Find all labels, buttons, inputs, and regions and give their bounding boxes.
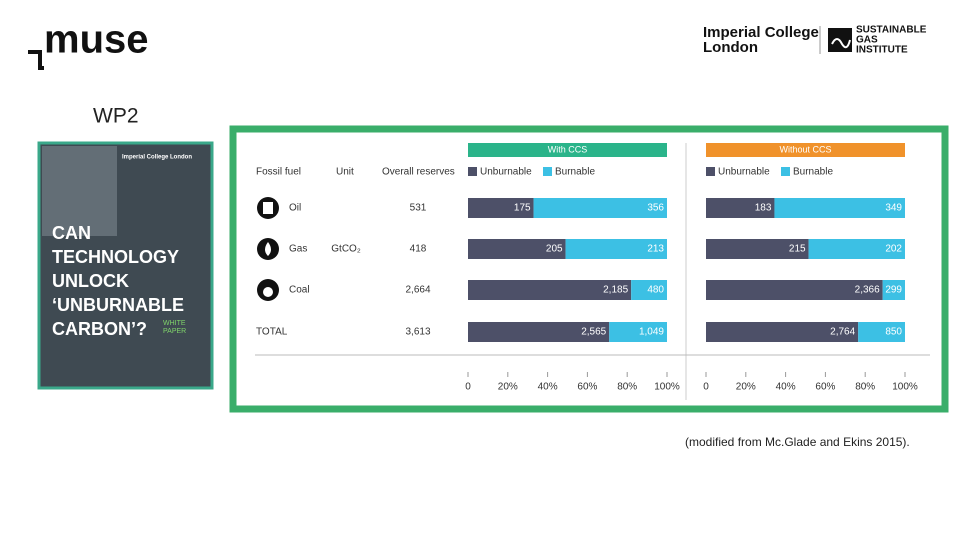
data-label: 213: [647, 244, 664, 255]
bar-segment: [468, 280, 632, 300]
cover-photo: [42, 146, 117, 236]
institute-name: GAS: [856, 35, 878, 46]
bar-segment: [706, 322, 859, 342]
cover: [37, 141, 214, 390]
legend-label: Unburnable: [718, 167, 770, 178]
bar-segment: [706, 239, 809, 259]
logo: muse: [44, 18, 149, 62]
data-label: 183: [755, 203, 772, 214]
institute-mark-wave: [831, 38, 851, 49]
bar-segment: [468, 198, 534, 218]
legend-label: Burnable: [555, 167, 595, 178]
category-label: TOTAL: [256, 327, 288, 338]
legend-swatch: [781, 167, 790, 176]
data-label: 202: [885, 244, 902, 255]
cover-title: CAN TECHNOLOGY UNLOCK ‘UNBURNABLE CARBON’?: [52, 223, 184, 339]
cover-title-line: UNLOCK: [52, 271, 129, 291]
category-label: Gas: [289, 244, 307, 255]
reserves-label: 418: [410, 244, 427, 255]
unit-label: GtCO₂: [331, 244, 361, 255]
reserves-label: 3,613: [405, 327, 430, 338]
legend-label: Unburnable: [480, 167, 532, 178]
partner-name: Imperial College: [703, 24, 819, 41]
data-label: 1,049: [639, 327, 664, 338]
bar-segment: [609, 322, 667, 342]
legend-swatch: [706, 167, 715, 176]
reserves-label: 531: [410, 203, 427, 214]
partner-name: London: [703, 39, 758, 56]
category-label: Oil: [289, 203, 301, 214]
data-label: 299: [885, 285, 902, 296]
legend-swatch: [543, 167, 552, 176]
institute-name: INSTITUTE: [856, 45, 908, 56]
bar-segment: [808, 239, 905, 259]
cover-title-line: CAN: [52, 223, 91, 243]
x-tick-label: 60%: [815, 382, 835, 393]
x-tick-label: 100%: [892, 382, 918, 393]
panel-header: [468, 143, 667, 157]
panel-header: [706, 143, 905, 157]
bar-segment: [882, 280, 905, 300]
cover-badge: WHITE: [163, 320, 186, 327]
panel-title: With CCS: [548, 144, 588, 154]
bar-segment: [565, 239, 667, 259]
panel-title: Without CCS: [779, 144, 831, 154]
bar-segment: [706, 198, 775, 218]
bar-segment: [468, 239, 566, 259]
data-label: 850: [885, 327, 902, 338]
bar-segment: [631, 280, 667, 300]
cover-title-line: TECHNOLOGY: [52, 247, 179, 267]
cover-badge: PAPER: [163, 328, 186, 335]
x-tick-label: 100%: [654, 382, 680, 393]
column-header: Fossil fuel: [256, 167, 301, 178]
data-label: 2,366: [855, 285, 880, 296]
data-label: 349: [885, 203, 902, 214]
gas-icon: [257, 238, 279, 260]
reserves-label: 2,664: [405, 285, 430, 296]
x-tick-label: 40%: [538, 382, 558, 393]
data-label: 2,185: [603, 285, 628, 296]
logo-mark: [28, 50, 44, 70]
x-tick-label: 40%: [776, 382, 796, 393]
cover-title-line: CARBON’?: [52, 319, 147, 339]
x-tick-label: 0: [465, 382, 471, 393]
data-label: 480: [647, 285, 664, 296]
data-label: 215: [789, 244, 806, 255]
cover-title-line: ‘UNBURNABLE: [52, 295, 184, 315]
bar-segment: [533, 198, 667, 218]
x-tick-label: 60%: [577, 382, 597, 393]
legend-swatch: [468, 167, 477, 176]
bar-segment: [706, 280, 883, 300]
x-tick-label: 0: [703, 382, 709, 393]
data-label: 356: [647, 203, 664, 214]
bar-segment: [468, 322, 610, 342]
cover-publisher: Imperial College London: [122, 155, 192, 161]
bar-segment: [774, 198, 905, 218]
legend-label: Burnable: [793, 167, 833, 178]
bar-segment: [858, 322, 905, 342]
slide-title: WP2: [93, 105, 139, 128]
data-label: 175: [514, 203, 531, 214]
column-header: Unit: [336, 167, 354, 178]
category-label: Coal: [289, 285, 310, 296]
data-label: 205: [546, 244, 563, 255]
data-label: 2,764: [830, 327, 855, 338]
data-label: 2,565: [581, 327, 606, 338]
column-header: Overall reserves: [382, 167, 455, 178]
oil-icon: [257, 197, 279, 219]
institute-name: SUSTAINABLE: [856, 25, 927, 36]
coal-icon: [257, 279, 279, 301]
chart-frame: [229, 125, 949, 413]
caption: (modified from Mc.Glade and Ekins 2015).: [685, 435, 910, 449]
x-tick-label: 80%: [617, 382, 637, 393]
x-tick-label: 20%: [498, 382, 518, 393]
x-tick-label: 80%: [855, 382, 875, 393]
x-tick-label: 20%: [736, 382, 756, 393]
